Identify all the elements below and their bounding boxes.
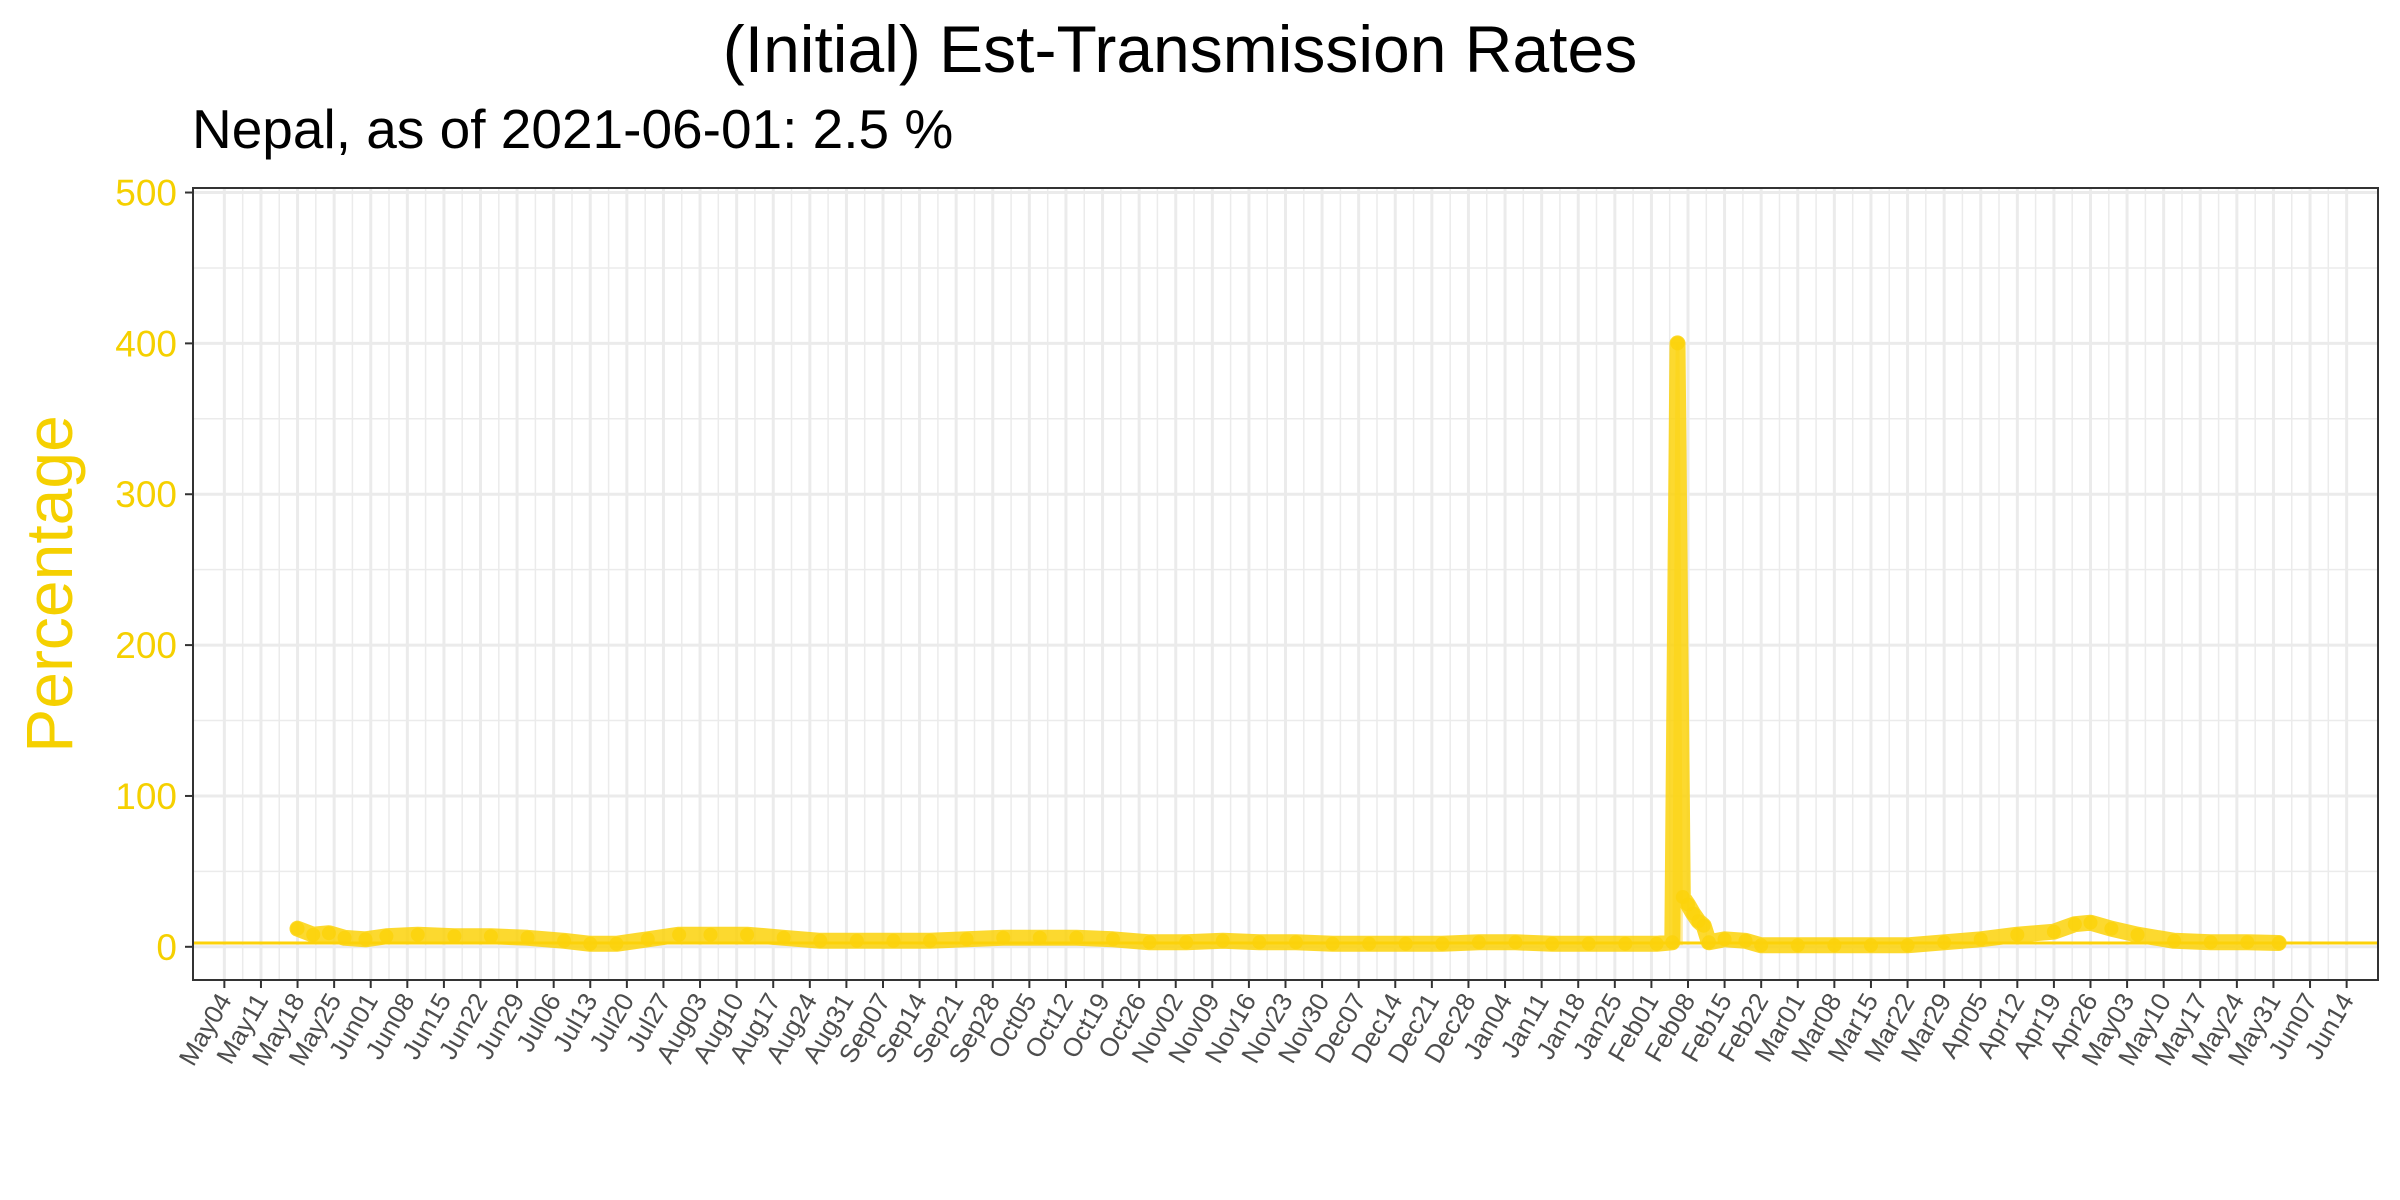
data-point (1696, 918, 1711, 933)
data-point (1863, 938, 1878, 953)
grid (193, 188, 2378, 980)
data-point (1215, 933, 1230, 948)
data-point (447, 929, 462, 944)
data-point (2083, 915, 2098, 930)
data-point (306, 927, 321, 942)
data-point (337, 930, 352, 945)
data-point (321, 926, 336, 941)
data-point (996, 930, 1011, 945)
y-tick-label: 100 (115, 776, 177, 817)
data-point (1069, 930, 1084, 945)
data-point (520, 930, 535, 945)
data-point (557, 933, 572, 948)
y-axis: 0 100 200 300 400 500 (115, 173, 193, 968)
data-point (483, 929, 498, 944)
data-point (1900, 938, 1915, 953)
data-point (672, 927, 687, 942)
chart-subtitle: Nepal, as of 2021-06-01: 2.5 % (192, 98, 953, 160)
data-point (1827, 938, 1842, 953)
data-point (849, 933, 864, 948)
data-point (2167, 933, 2182, 948)
data-point (290, 921, 305, 936)
chart-title: (Initial) Est-Transmission Rates (723, 12, 1637, 86)
y-axis-label: Percentage (12, 415, 86, 753)
data-point (886, 933, 901, 948)
x-axis: May04May11May18May25Jun01Jun08Jun15Jun22… (173, 980, 2360, 1071)
series-layer (193, 335, 2378, 954)
data-point (923, 933, 938, 948)
y-tick-label: 0 (156, 927, 177, 968)
data-point (2104, 921, 2119, 936)
data-point (2046, 924, 2061, 939)
data-point (2010, 927, 2025, 942)
data-point (1754, 938, 1769, 953)
data-point (1790, 938, 1805, 953)
data-point (379, 929, 394, 944)
data-point (703, 927, 718, 942)
data-point (2130, 927, 2145, 942)
y-tick-label: 200 (115, 625, 177, 666)
y-tick-label: 400 (115, 323, 177, 364)
data-point (1032, 930, 1047, 945)
data-point (1738, 933, 1753, 948)
data-point (776, 930, 791, 945)
panel-border (192, 187, 2379, 981)
data-point (1670, 336, 1685, 351)
data-point (2067, 917, 2082, 932)
data-point (410, 927, 425, 942)
y-tick-label: 300 (115, 474, 177, 515)
y-tick-label: 500 (115, 173, 177, 214)
data-point (813, 933, 828, 948)
data-point (740, 927, 755, 942)
